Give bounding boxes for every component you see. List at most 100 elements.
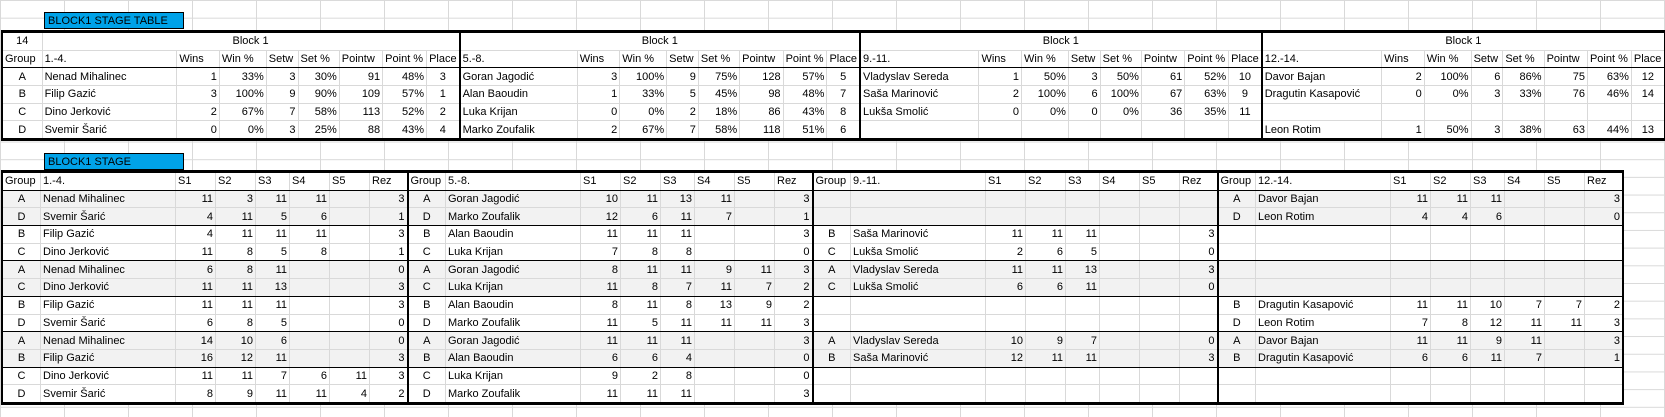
stat-point-pct-cell[interactable]: 63%: [1586, 67, 1632, 87]
set-score-cell-s5[interactable]: [734, 242, 775, 262]
set-score-cell-s5[interactable]: [1544, 189, 1585, 209]
set-score-cell-s4[interactable]: [1099, 225, 1140, 244]
set-score-cell-s1[interactable]: 4: [175, 225, 216, 244]
set-score-cell-s2[interactable]: 11: [215, 225, 256, 244]
set-score-cell-s3[interactable]: 10: [1470, 295, 1505, 315]
col-header-s5[interactable]: S5: [1139, 170, 1180, 191]
match-group-letter-cell[interactable]: [811, 313, 851, 333]
set-score-cell-s3[interactable]: 7: [255, 366, 290, 386]
set-score-cell-s5[interactable]: [734, 331, 775, 350]
set-score-cell-s5[interactable]: [1139, 295, 1180, 315]
set-score-cell-s4[interactable]: 7: [694, 207, 735, 227]
set-score-cell-s2[interactable]: 11: [1430, 189, 1471, 209]
set-score-cell-s4[interactable]: [694, 366, 735, 386]
col-header-set[interactable]: Set %: [697, 49, 741, 69]
stat-point-pct-cell[interactable]: 43%: [782, 102, 828, 122]
set-score-cell-s5[interactable]: [329, 242, 370, 262]
stat-wins-cell[interactable]: 0: [978, 102, 1022, 122]
match-group-letter-cell[interactable]: A: [2, 331, 41, 350]
stat-pointw-cell[interactable]: 63: [1543, 120, 1588, 141]
set-score-cell-s2[interactable]: [1430, 225, 1471, 244]
set-score-cell-s2[interactable]: 11: [215, 366, 256, 386]
match-result-cell[interactable]: 0: [1179, 242, 1218, 262]
set-score-cell-s5[interactable]: [1139, 225, 1180, 244]
match-group-letter-cell[interactable]: [1216, 242, 1256, 262]
group-letter-cell[interactable]: D: [2, 120, 43, 141]
stat-wins-cell[interactable]: 0: [1381, 85, 1425, 104]
match-result-cell[interactable]: 2: [774, 295, 813, 315]
group-letter-cell[interactable]: A: [2, 67, 43, 87]
match-result-cell[interactable]: [1179, 384, 1218, 404]
col-header-s3[interactable]: S3: [1470, 170, 1505, 191]
stat-win-pct-cell[interactable]: [1021, 120, 1069, 141]
stat-place-cell[interactable]: 14: [1630, 85, 1665, 104]
set-score-cell-s5[interactable]: [1544, 225, 1585, 244]
col-header-s1[interactable]: S1: [580, 170, 621, 191]
stat-pointw-cell[interactable]: 98: [739, 85, 784, 104]
set-score-cell-s2[interactable]: 12: [215, 348, 256, 368]
stat-pointw-cell[interactable]: 91: [338, 67, 384, 87]
set-score-cell-s4[interactable]: 7: [1504, 295, 1545, 315]
stat-set-pct-cell[interactable]: 75%: [697, 67, 741, 87]
range-header-1[interactable]: 1.-4.: [41, 49, 178, 69]
col-header-s1[interactable]: S1: [985, 170, 1026, 191]
set-score-cell-s1[interactable]: 6: [580, 348, 621, 368]
set-score-cell-s3[interactable]: 11: [660, 384, 695, 404]
stat-pointw-cell[interactable]: 75: [1543, 67, 1588, 87]
stat-point-pct-cell[interactable]: 52%: [1184, 67, 1230, 87]
stat-place-cell[interactable]: 12: [1630, 67, 1665, 87]
set-score-cell-s2[interactable]: 8: [620, 278, 661, 297]
set-score-cell-s1[interactable]: 10: [985, 331, 1026, 350]
stat-set-pct-cell[interactable]: 45%: [697, 85, 741, 104]
set-score-cell-s3[interactable]: 11: [1470, 348, 1505, 368]
match-player-name-cell[interactable]: Nenad Mihalinec: [40, 260, 176, 280]
match-player-name-cell[interactable]: [1255, 384, 1391, 404]
set-score-cell-s1[interactable]: [1390, 384, 1431, 404]
set-score-cell-s4[interactable]: 11: [289, 189, 330, 209]
set-score-cell-s3[interactable]: 11: [660, 260, 695, 280]
stat-set-pct-cell[interactable]: [1502, 102, 1545, 122]
match-result-cell[interactable]: 2: [774, 278, 813, 297]
match-result-cell[interactable]: [1179, 295, 1218, 315]
stat-set-pct-cell[interactable]: 25%: [297, 120, 340, 141]
player-name-cell[interactable]: Nenad Mihalinec: [41, 67, 178, 87]
set-score-cell-s3[interactable]: 11: [1470, 189, 1505, 209]
stat-place-cell[interactable]: 13: [1630, 120, 1665, 141]
match-result-cell[interactable]: [1584, 225, 1623, 244]
stat-place-cell[interactable]: 3: [426, 67, 461, 87]
set-score-cell-s4[interactable]: [1504, 278, 1545, 297]
match-group-letter-cell[interactable]: B: [2, 348, 41, 368]
set-score-cell-s4[interactable]: [1099, 331, 1140, 350]
set-score-cell-s1[interactable]: 16: [175, 348, 216, 368]
match-player-name-cell[interactable]: Nenad Mihalinec: [40, 331, 176, 350]
set-score-cell-s5[interactable]: [734, 366, 775, 386]
set-score-cell-s5[interactable]: [1139, 331, 1180, 350]
player-name-cell[interactable]: Marko Zoufalik: [458, 120, 578, 141]
match-result-cell[interactable]: 1: [1584, 348, 1623, 368]
player-name-cell[interactable]: Leon Rotim: [1260, 120, 1383, 141]
set-score-cell-s2[interactable]: 11: [620, 189, 661, 209]
set-score-cell-s4[interactable]: [289, 260, 330, 280]
set-score-cell-s2[interactable]: 8: [1430, 313, 1471, 333]
stat-wins-cell[interactable]: 1: [1381, 120, 1425, 141]
col-header-s2[interactable]: S2: [1025, 170, 1066, 191]
match-player-name-cell[interactable]: Svemir Šarić: [40, 384, 176, 404]
stat-win-pct-cell[interactable]: 100%: [218, 85, 267, 104]
match-result-cell[interactable]: 1: [369, 207, 408, 227]
stat-point-pct-cell[interactable]: 51%: [782, 120, 828, 141]
stat-point-pct-cell[interactable]: 63%: [1184, 85, 1230, 104]
match-player-name-cell[interactable]: Dino Jerković: [40, 366, 176, 386]
match-group-letter-cell[interactable]: A: [1216, 189, 1256, 209]
match-result-cell[interactable]: [1584, 242, 1623, 262]
match-result-cell[interactable]: 3: [1584, 331, 1623, 350]
set-score-cell-s3[interactable]: 13: [255, 278, 290, 297]
set-score-cell-s2[interactable]: 11: [1430, 331, 1471, 350]
stat-set-pct-cell[interactable]: 90%: [297, 85, 340, 104]
match-player-name-cell[interactable]: Luka Krijan: [445, 278, 581, 297]
set-score-cell-s3[interactable]: 5: [1065, 242, 1100, 262]
set-score-cell-s3[interactable]: 11: [255, 348, 290, 368]
set-score-cell-s5[interactable]: [329, 278, 370, 297]
set-score-cell-s4[interactable]: [1099, 278, 1140, 297]
match-group-letter-cell[interactable]: C: [811, 278, 851, 297]
stat-win-pct-cell[interactable]: 67%: [619, 120, 668, 141]
